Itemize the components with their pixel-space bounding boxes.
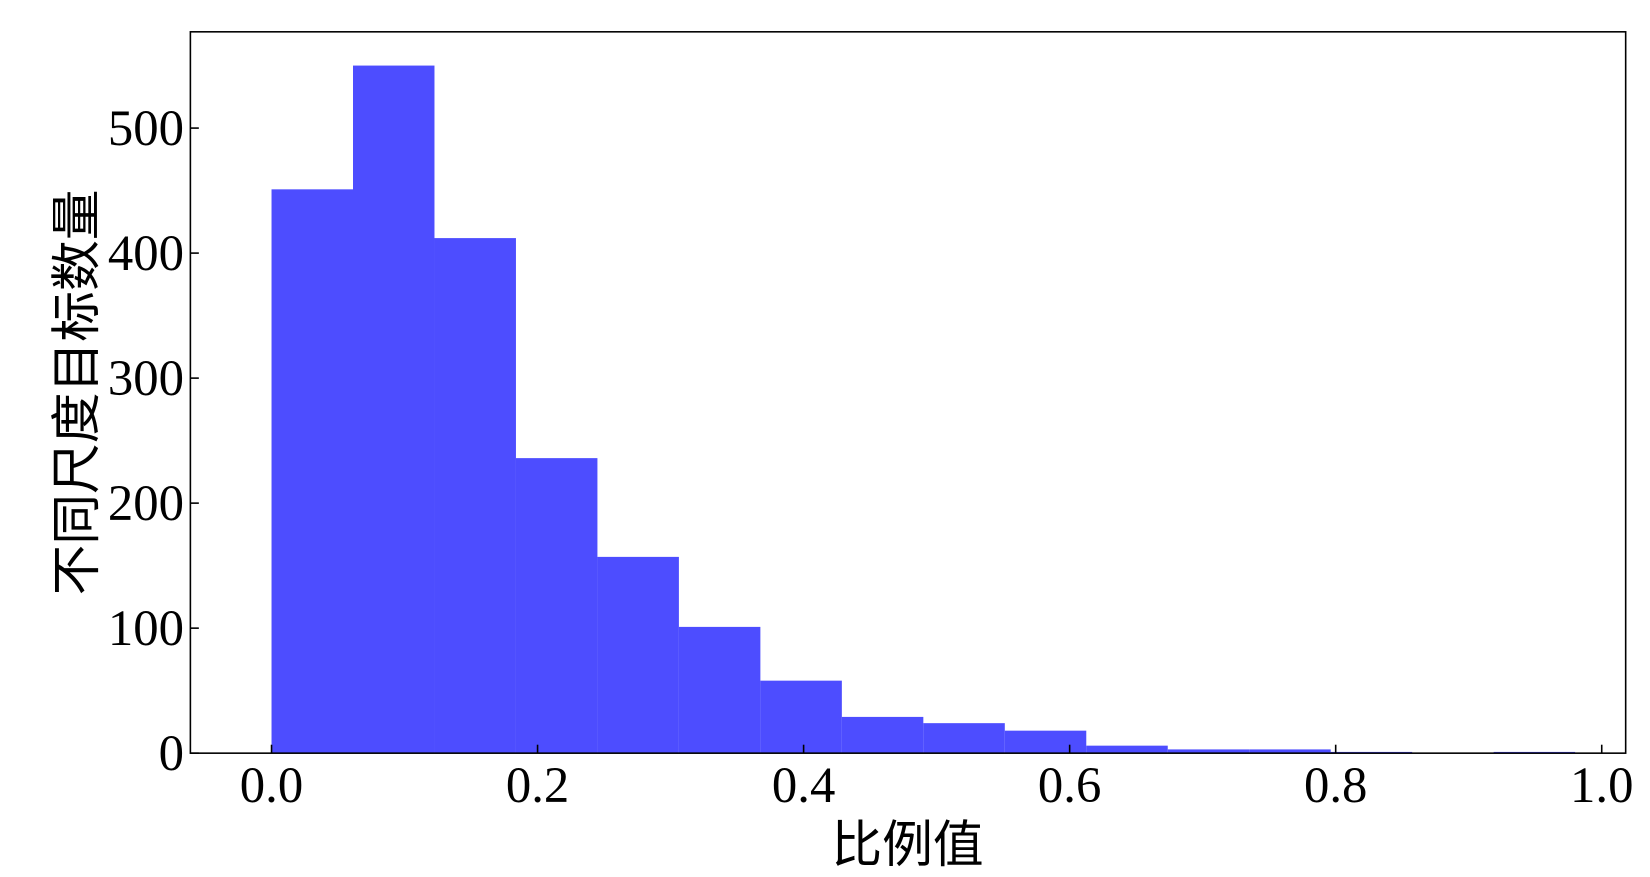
y-tick-label: 0 <box>159 725 184 781</box>
y-tick-label: 100 <box>108 600 184 656</box>
y-tick-label: 400 <box>108 225 184 281</box>
bar <box>1167 749 1250 754</box>
bar <box>434 238 516 754</box>
x-tick-label: 0.6 <box>1038 757 1101 813</box>
bar <box>597 556 679 754</box>
bar <box>271 189 354 754</box>
bar <box>515 458 598 754</box>
y-axis-label: 不同尺度目标数量 <box>49 189 105 595</box>
y-tick-label: 300 <box>108 350 184 406</box>
x-tick-label: 0.4 <box>772 757 835 813</box>
y-tick-label: 500 <box>108 100 184 156</box>
x-tick-label: 0.8 <box>1304 757 1367 813</box>
bar <box>923 723 1005 754</box>
x-tick-label: 0.2 <box>506 757 569 813</box>
x-axis-label: 比例值 <box>831 817 983 873</box>
plot-frame <box>189 31 1627 754</box>
bar <box>678 626 761 754</box>
bar <box>1004 730 1087 754</box>
x-tick-label: 1.0 <box>1570 757 1633 813</box>
bar <box>760 680 842 754</box>
bar <box>1249 749 1331 754</box>
y-tick-label: 200 <box>108 475 184 531</box>
bar <box>841 716 924 754</box>
bar <box>1086 745 1168 754</box>
bar <box>353 65 435 754</box>
x-tick-label: 0.0 <box>240 757 303 813</box>
